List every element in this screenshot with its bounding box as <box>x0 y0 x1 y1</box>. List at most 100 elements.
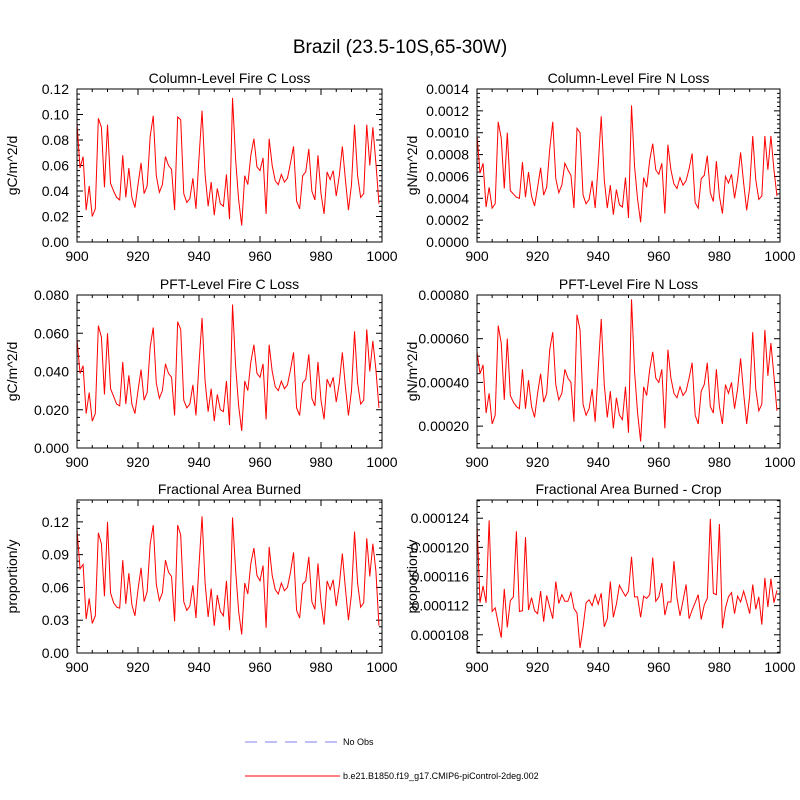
x-tick-label: 960 <box>248 659 272 675</box>
y-tick-label: 0.00040 <box>418 374 469 390</box>
x-tick-label: 960 <box>647 659 671 675</box>
plot-frame <box>76 294 383 449</box>
plot-frame <box>476 294 781 449</box>
figure-title: Brazil (23.5-10S,65-30W) <box>293 37 507 58</box>
x-tick-label: 940 <box>187 248 211 264</box>
plot-frame <box>76 88 383 243</box>
y-tick-label: 0.0010 <box>426 125 469 141</box>
x-tick-label: 980 <box>309 659 333 675</box>
x-tick-label: 920 <box>526 248 550 264</box>
x-tick-label: 960 <box>647 454 671 470</box>
x-tick-label: 900 <box>465 248 489 264</box>
series-line <box>76 97 380 226</box>
x-tick-label: 980 <box>708 454 732 470</box>
y-tick-label: 0.0008 <box>426 147 469 163</box>
y-tick-label: 0.00080 <box>418 287 469 303</box>
x-tick-label: 1000 <box>366 454 397 470</box>
y-tick-label: 0.10 <box>42 107 69 123</box>
legend: No Obs b.e21.B1850.f19_g17.CMIP6-piContr… <box>245 737 539 781</box>
x-tick-label: 960 <box>248 454 272 470</box>
y-tick-label: 0.03 <box>42 612 69 628</box>
x-tick-label: 960 <box>647 248 671 264</box>
panels: Column-Level Fire C Loss gC/m^2/d 900 920 94… <box>4 70 796 675</box>
y-tick-label: 0.02 <box>42 209 69 225</box>
y-tick-label: 0.00060 <box>418 331 469 347</box>
y-tick-label: 0.000 <box>34 440 69 456</box>
series-line <box>76 304 380 431</box>
panel-title: Fractional Area Burned <box>158 481 301 497</box>
panel-title: Column-Level Fire N Loss <box>548 70 710 86</box>
y-tick-label: 0.0004 <box>426 190 469 206</box>
x-tick-label: 900 <box>65 248 89 264</box>
x-tick-label: 920 <box>126 248 150 264</box>
x-tick-label: 980 <box>708 248 732 264</box>
series-line <box>476 518 778 648</box>
x-tick-label: 900 <box>465 659 489 675</box>
y-tick-label: 0.020 <box>34 402 69 418</box>
y-axis-label: proportion/y <box>404 540 420 614</box>
panel-title: PFT-Level Fire C Loss <box>160 276 299 292</box>
y-tick-label: 0.00 <box>42 645 69 661</box>
chart-panel-6: Fractional Area Burned - Crop proportion/… <box>404 481 796 675</box>
y-axis-label: gC/m^2/d <box>4 136 20 195</box>
panel-title: Column-Level Fire C Loss <box>149 70 311 86</box>
y-tick-label: 0.08 <box>42 132 69 148</box>
y-tick-label: 0.0002 <box>426 212 469 228</box>
y-tick-label: 0.0014 <box>426 81 469 97</box>
chart-panel-3: PFT-Level Fire C Loss gC/m^2/d 900 920 940 96… <box>4 276 398 470</box>
y-tick-label: 0.040 <box>34 364 69 380</box>
x-tick-label: 1000 <box>366 248 397 264</box>
plot-frame <box>476 88 781 243</box>
x-tick-label: 900 <box>65 454 89 470</box>
x-tick-label: 1000 <box>366 659 397 675</box>
x-tick-label: 920 <box>126 659 150 675</box>
y-tick-label: 0.04 <box>42 183 69 199</box>
x-tick-label: 940 <box>587 248 611 264</box>
legend-label-no-obs: No Obs <box>343 737 374 747</box>
x-tick-label: 980 <box>309 454 333 470</box>
series-line <box>76 516 380 635</box>
y-tick-label: 0.00 <box>42 234 69 250</box>
x-tick-label: 940 <box>587 659 611 675</box>
y-axis-label: gN/m^2/d <box>404 342 420 401</box>
chart-panel-2: Column-Level Fire N Loss gN/m^2/d 900 920 94… <box>404 70 796 264</box>
x-tick-label: 900 <box>465 454 489 470</box>
y-tick-label: 0.080 <box>34 287 69 303</box>
chart-panel-5: Fractional Area Burned proportion/y 900 920… <box>4 481 398 675</box>
y-axis-label: gN/m^2/d <box>404 136 420 195</box>
y-tick-label: 0.09 <box>42 547 69 563</box>
y-tick-label: 0.06 <box>42 158 69 174</box>
x-tick-label: 960 <box>248 248 272 264</box>
x-tick-label: 920 <box>526 454 550 470</box>
x-tick-label: 1000 <box>764 248 795 264</box>
plot-frame <box>476 499 781 654</box>
plot-frame <box>76 499 383 654</box>
y-tick-label: 0.00020 <box>418 418 469 434</box>
series-line <box>476 105 778 223</box>
x-tick-label: 1000 <box>764 454 795 470</box>
y-axis-label: gC/m^2/d <box>4 342 20 401</box>
y-tick-label: 0.12 <box>42 514 69 530</box>
y-tick-label: 0.000116 <box>412 569 470 585</box>
y-tick-label: 0.0000 <box>426 234 469 250</box>
y-axis-label: proportion/y <box>4 540 20 614</box>
legend-label-model: b.e21.B1850.f19_g17.CMIP6-piControl-2deg… <box>343 771 539 781</box>
y-tick-label: 0.06 <box>42 579 69 595</box>
x-tick-label: 940 <box>587 454 611 470</box>
x-tick-label: 940 <box>187 454 211 470</box>
y-tick-label: 0.0006 <box>426 168 469 184</box>
y-tick-label: 0.000120 <box>411 539 470 555</box>
x-tick-label: 980 <box>309 248 333 264</box>
series-line <box>476 299 778 442</box>
y-tick-label: 0.000108 <box>411 627 470 643</box>
panel-title: PFT-Level Fire N Loss <box>559 276 698 292</box>
x-tick-label: 920 <box>126 454 150 470</box>
x-tick-label: 940 <box>187 659 211 675</box>
x-tick-label: 1000 <box>764 659 795 675</box>
y-tick-label: 0.000112 <box>412 598 470 614</box>
chart-panel-4: PFT-Level Fire N Loss gN/m^2/d 900 920 940 96… <box>404 276 796 470</box>
panel-title: Fractional Area Burned - Crop <box>536 481 722 497</box>
y-tick-label: 0.060 <box>34 325 69 341</box>
chart-panel-1: Column-Level Fire C Loss gC/m^2/d 900 920 94… <box>4 70 398 264</box>
